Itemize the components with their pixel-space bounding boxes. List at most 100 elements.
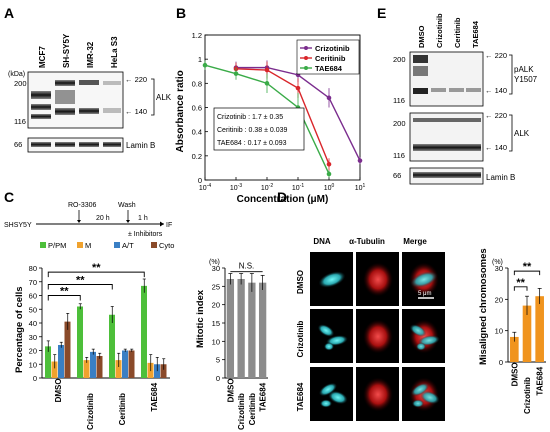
bar-cyto — [64, 321, 71, 378]
panel-e-marker-140a: ← 140 — [485, 86, 507, 95]
x-category-label: TAE684 — [259, 382, 268, 411]
bracket — [509, 54, 513, 95]
x-category-label: TAE684 — [150, 382, 159, 411]
legend-label-m: M — [85, 241, 91, 250]
panel-a-blot-alk — [27, 71, 124, 129]
x-category-label: Ceritinib — [248, 393, 257, 426]
legend-marker — [304, 66, 308, 70]
panel-d: D DNA α-Tubulin Merge DMSO Crizotinib TA… — [277, 189, 546, 421]
y-tick-label: 40 — [29, 319, 37, 328]
schematic-cell-line: SHSY5Y — [4, 222, 32, 229]
schematic-wash: Wash — [118, 202, 136, 209]
legend-marker — [304, 46, 308, 50]
panel-a: A MCF7 SH-SY5Y IMR-32 HeLa S3 (kDa) 200 116… — [4, 5, 172, 153]
band — [413, 144, 481, 151]
schematic-drug: RO-3306 — [68, 202, 97, 209]
panel-a-marker-220: ← 220 — [125, 75, 147, 84]
micrograph-merge-dmso — [402, 252, 445, 306]
chart-d: 0 10 20 30(%)Misaligned chromosomes DMSO Criz… — [478, 248, 546, 414]
bar — [510, 336, 519, 362]
chart-b: 0 0.2 0.4 0.6 0.8 1 1.2 10-4 10-3 10-2 10-1 100 101 C… — [175, 31, 366, 205]
lane-label-imr-32: IMR-32 — [86, 41, 95, 68]
panel-a-marker-200: 200 — [14, 79, 27, 88]
x-category-label: DMSO — [54, 378, 63, 402]
schematic-time2: 1 h — [138, 215, 148, 222]
significance-label: ** — [523, 261, 532, 273]
significance-label: ** — [60, 286, 69, 298]
x-category-label: Crizotinib — [523, 377, 532, 414]
arrow-head — [160, 221, 164, 227]
panel-a-kda: (kDa) — [8, 71, 25, 78]
y-tick-label: 15 — [212, 319, 220, 328]
band — [31, 104, 51, 110]
band — [55, 90, 75, 104]
micrograph-tubulin-dmso — [356, 252, 399, 306]
panel-e-marker-200a: 200 — [393, 55, 406, 64]
y-tick-label: 70 — [29, 278, 37, 287]
bracket — [151, 78, 155, 116]
bar-m — [51, 361, 58, 378]
legend-marker — [304, 56, 308, 60]
panel-letter-a: A — [4, 5, 14, 21]
panel-c-schematic: SHSY5Y RO-3306 Wash 20 h 1 h IF ± Inhibi… — [4, 202, 172, 238]
y-tick-label: 0 — [216, 374, 220, 383]
row-label-dmso: DMSO — [296, 270, 305, 294]
legend-swatch — [151, 242, 157, 248]
band — [103, 108, 121, 113]
ns-label: N.S. — [239, 262, 255, 271]
panel-e-lane-labels: DMSO Crizotinib Ceritinib TAE684 — [417, 13, 480, 48]
chart-b-ic50-box: Crizotinib : 1.7 ± 0.35 Ceritinib : 0.38… — [213, 107, 305, 151]
x-category-label: Crizotinib — [237, 393, 246, 430]
legend-label-tae684: TAE684 — [315, 64, 343, 73]
bar-ppm — [141, 285, 147, 378]
panel-e-label-alk: ALK — [514, 129, 530, 138]
bar-cyto — [128, 350, 135, 378]
x-category-label: DMSO — [226, 378, 235, 402]
bar-at — [90, 351, 96, 378]
band — [431, 88, 446, 92]
panel-e-label-palk: pALK — [514, 65, 534, 74]
y-tick-label: 25 — [212, 282, 220, 291]
chart-b-xlabel: Concentration (μM) — [237, 194, 329, 205]
data-point — [357, 158, 363, 163]
chartC2-ylabel: Mitotic index — [195, 289, 206, 348]
y-tick-label: 0 — [198, 176, 202, 185]
panel-e-label-laminb: Lamin B — [486, 173, 515, 182]
band — [466, 88, 481, 92]
y-tick-label: 0 — [499, 358, 503, 367]
micrograph-dna-dmso — [310, 252, 353, 306]
band — [55, 142, 75, 147]
x-tick-label: 10-3 — [230, 183, 242, 192]
band — [55, 80, 75, 86]
y-tick-label: 20 — [495, 295, 503, 304]
bar — [535, 296, 544, 362]
band — [31, 91, 51, 99]
band — [449, 88, 464, 92]
bar — [237, 279, 245, 378]
col-label-tubulin: α-Tubulin — [349, 237, 385, 246]
lane-label-dmso: DMSO — [417, 25, 426, 48]
unit-label: (%) — [209, 259, 220, 266]
bar-cyto — [96, 356, 103, 378]
y-tick-label: 0.4 — [192, 128, 202, 137]
panel-e-marker-116a: 116 — [393, 96, 405, 105]
legend-label-ceritinib: Ceritinib — [315, 54, 346, 63]
y-tick-label: 80 — [29, 264, 37, 273]
legend-swatch — [77, 242, 83, 248]
x-tick-label: 10-1 — [292, 183, 304, 192]
bar — [248, 282, 256, 378]
significance-label: ** — [76, 275, 85, 287]
band — [79, 108, 99, 114]
panel-e-marker-220a: ← 220 — [485, 51, 507, 60]
significance-label: ** — [92, 262, 101, 274]
panel-e-marker-116b: 116 — [393, 151, 405, 160]
unit-label: (%) — [492, 259, 503, 266]
band — [31, 114, 51, 119]
micrograph-dna-crizotinib — [310, 309, 353, 363]
y-tick-label: 20 — [212, 301, 220, 310]
micrograph-grid — [310, 252, 445, 421]
legend-swatch — [114, 242, 120, 248]
schematic-time1: 20 h — [96, 215, 110, 222]
legend-label-at: A/T — [122, 241, 134, 250]
panel-a-marker-140: ← 140 — [125, 107, 147, 116]
